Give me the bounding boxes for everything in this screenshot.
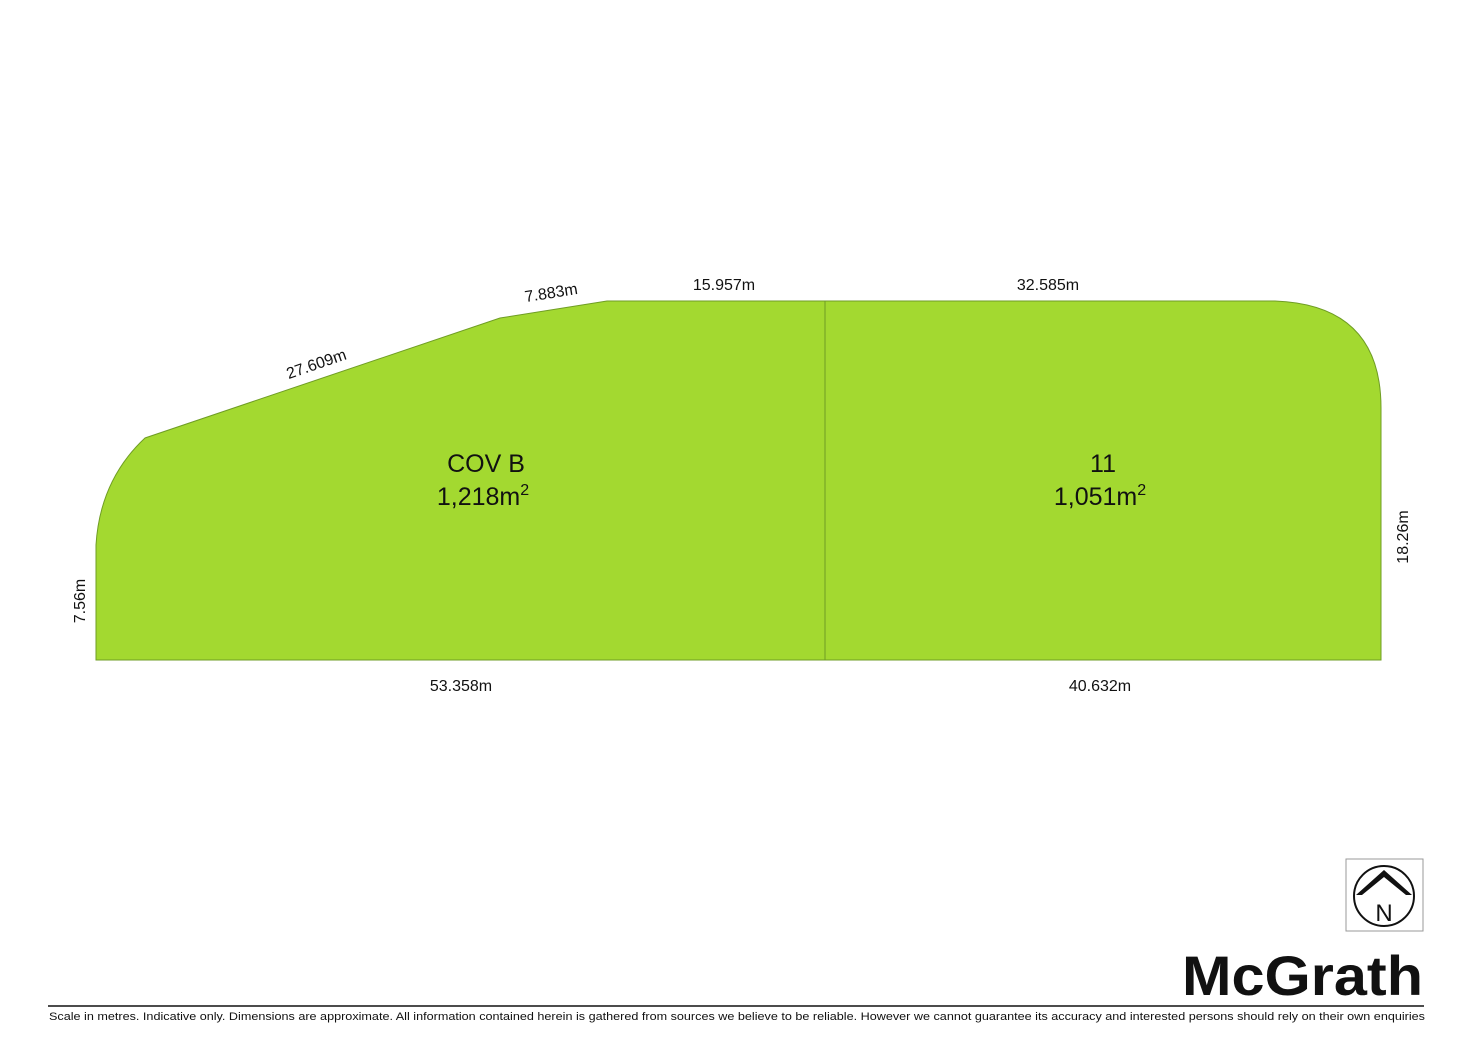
area-value: 1,218m — [437, 483, 520, 511]
dimension: 18.26m — [1395, 510, 1412, 563]
disclaimer: Scale in metres. Indicative only. Dimens… — [49, 1011, 1426, 1023]
lot-cov-b — [95, 300, 826, 661]
area-value: 1,051m — [1054, 483, 1137, 511]
dimension: 32.585m — [1017, 277, 1079, 294]
lot-area: 1,051m2 — [1054, 482, 1146, 511]
area-superscript: 2 — [520, 482, 529, 499]
lot-11 — [824, 300, 1382, 661]
north-label: N — [1375, 900, 1392, 927]
lot-label: 11 — [1090, 450, 1116, 478]
dimension: 40.632m — [1069, 678, 1131, 695]
north-arrow: N — [1345, 858, 1424, 932]
lot-area: 1,218m2 — [437, 482, 529, 511]
lot-label: COV B — [447, 450, 525, 478]
brand-logo: McGrath — [1182, 944, 1423, 1007]
dimension: 53.358m — [430, 678, 492, 695]
area-superscript: 2 — [1137, 482, 1146, 499]
dimension: 15.957m — [693, 277, 755, 294]
dimension: 7.56m — [72, 579, 89, 623]
dimension: 7.883m — [524, 281, 579, 306]
